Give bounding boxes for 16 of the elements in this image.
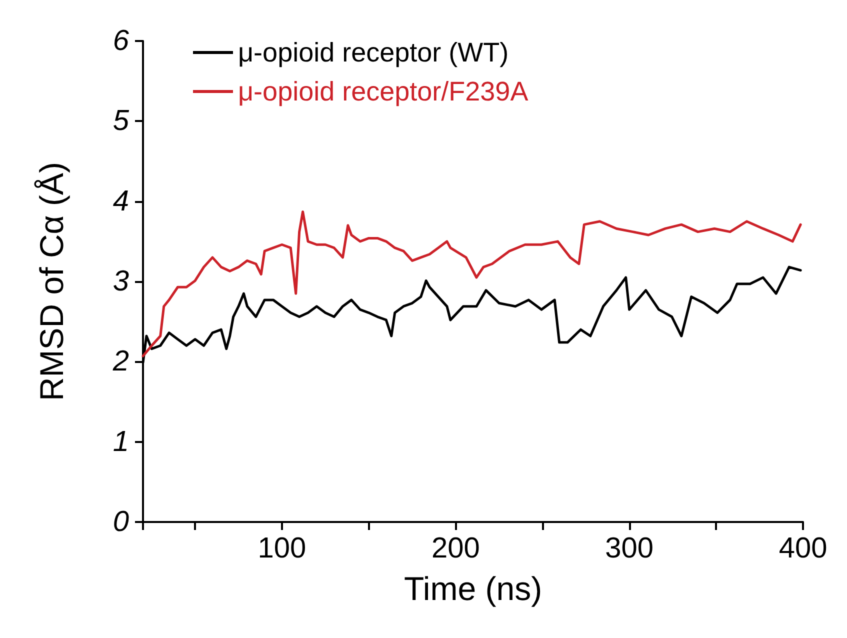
x-tick-label: 200 — [431, 532, 480, 564]
legend-label: μ-opioid receptor/F239A — [238, 76, 528, 106]
y-tick-label: 6 — [112, 25, 130, 57]
y-tick-label: 4 — [112, 185, 129, 218]
y-tick-label: 0 — [112, 506, 129, 538]
y-axis-title: RMSD of Cα (Å) — [33, 162, 70, 402]
x-tick-label: 400 — [778, 532, 828, 564]
y-tick-label: 1 — [112, 426, 129, 458]
x-tick-label: 100 — [258, 532, 306, 564]
x-tick-label: 300 — [605, 532, 654, 564]
line-series — [142, 210, 802, 358]
x-axis-title: Time (ns) — [404, 570, 542, 607]
y-tick-label: 2 — [112, 346, 129, 378]
y-tick-label: 3 — [112, 266, 129, 298]
legend-label: μ-opioid receptor (WT) — [238, 38, 509, 68]
y-tick-label: 5 — [112, 105, 130, 138]
